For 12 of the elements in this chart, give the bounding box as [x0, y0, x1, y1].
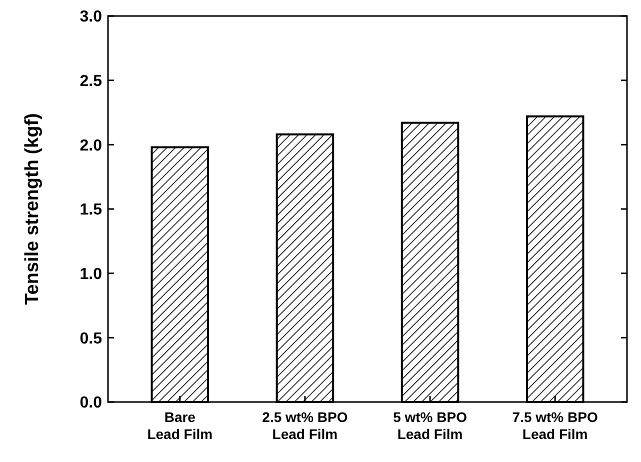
y-tick-label: 1.0 — [80, 266, 102, 283]
y-tick-label: 1.5 — [80, 202, 102, 219]
y-tick-label: 0.0 — [80, 394, 102, 412]
y-tick-label: 3.0 — [80, 8, 102, 26]
y-tick-label: 0.5 — [80, 330, 102, 348]
x-tick-label: 2.5 wt% BPO Lead Film — [262, 409, 348, 442]
y-tick-label: 2.5 — [80, 72, 102, 90]
y-axis-title: Tensile strength (kgf) — [22, 113, 43, 305]
x-tick-label: Bare Lead Film — [147, 409, 213, 442]
x-tick-label: 7.5 wt% BPO Lead Film — [512, 409, 598, 442]
x-tick-label: 5 wt% BPO Lead Film — [393, 409, 468, 442]
y-tick-label: 2.0 — [80, 137, 102, 154]
